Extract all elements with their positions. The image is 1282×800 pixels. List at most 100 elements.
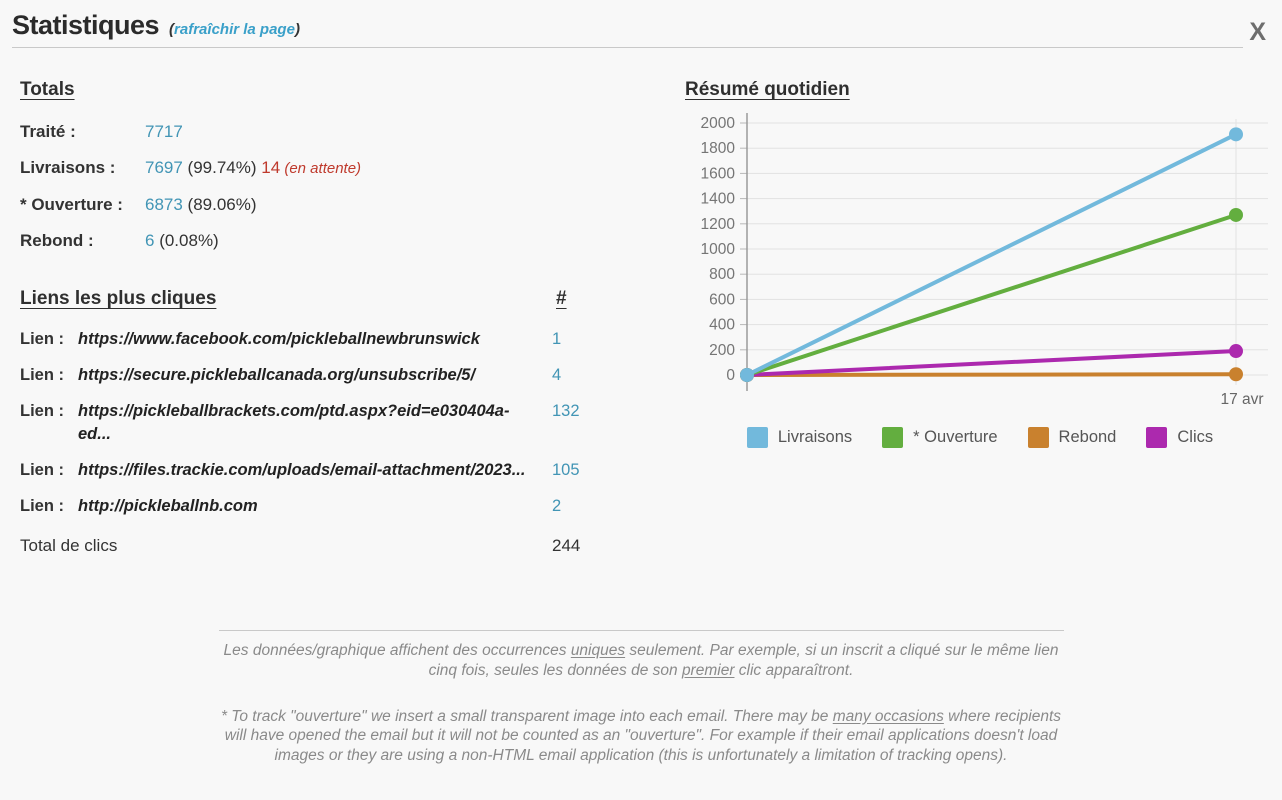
legend-swatch — [746, 427, 768, 448]
total-clicks-value: 244 — [552, 536, 581, 555]
totals-row: Livraisons : 7697 (99.74%) 14 (en attente… — [20, 157, 620, 180]
totals-value-number: 6 — [145, 231, 155, 250]
note-text: * To track "ouverture" we insert a small… — [220, 707, 833, 725]
y-tick-label: 200 — [709, 342, 735, 359]
count-column-header: # — [556, 288, 567, 309]
totals-value-percent: (0.08%) — [154, 231, 219, 250]
link-url[interactable]: https://pickleballbrackets.com/ptd.aspx?… — [78, 402, 510, 443]
legend-swatch — [1027, 427, 1049, 448]
chart-legend: Livraisons * Ouverture Rebond Clics — [685, 427, 1275, 448]
link-url[interactable]: https://secure.pickleballcanada.org/unsu… — [78, 366, 476, 384]
totals-value-percent: (99.74%) — [182, 158, 257, 177]
y-tick-label: 2000 — [701, 115, 736, 132]
link-count: 132 — [552, 402, 580, 420]
totals-section: Totals Traité : 7717 Livraisons : 7697 (99.… — [20, 79, 620, 266]
legend-swatch — [1146, 427, 1168, 448]
link-count: 2 — [552, 497, 562, 515]
link-url[interactable]: http://pickleballnb.com — [78, 497, 258, 515]
totals-pending-note: (en attente) — [280, 160, 362, 177]
link-count: 105 — [552, 461, 580, 479]
daily-summary-section: Résumé quotidien 0 200 400 600 800 1000 1200 14… — [685, 79, 1275, 448]
totals-row-label: Rebond : — [20, 231, 94, 250]
link-row-label: Lien : — [20, 461, 64, 479]
open-tracking-note: * To track "ouverture" we insert a small… — [211, 707, 1071, 766]
note-underlined-term: many occasions — [832, 707, 944, 725]
y-tick-label: 800 — [709, 266, 735, 283]
link-rows: Lien : https://www.facebook.com/picklebal… — [20, 328, 620, 518]
legend-item-clics[interactable]: Clics — [1146, 427, 1213, 448]
legend-item-livraisons[interactable]: Livraisons — [746, 427, 853, 448]
totals-row-label: Livraisons : — [20, 158, 116, 177]
links-heading: Liens les plus cliques — [20, 288, 217, 309]
note-text: where recipients will have opened the em… — [224, 707, 1062, 765]
page-title: Statistiques — [12, 10, 160, 40]
x-tick-label: 17 avr — [1220, 391, 1263, 408]
link-count: 4 — [552, 366, 562, 384]
totals-value-number: 7717 — [145, 122, 183, 141]
series-line — [745, 372, 1238, 377]
note-underlined-term: premier — [681, 661, 735, 679]
top-links-section: Liens les plus cliques # Lien : https://w… — [20, 288, 620, 556]
link-row: Lien : https://pickleballbrackets.com/ptd… — [20, 400, 620, 446]
totals-row-label: Traité : — [20, 122, 76, 141]
totals-rows: Traité : 7717 Livraisons : 7697 (99.74%) 14… — [20, 121, 620, 252]
y-tick-label: 1000 — [701, 241, 736, 258]
y-tick-label: 600 — [709, 291, 735, 308]
totals-row-value: 7717 — [145, 121, 183, 143]
totals-row: Traité : 7717 — [20, 121, 620, 143]
series-point — [740, 368, 754, 382]
link-row-label: Lien : — [20, 366, 64, 384]
legend-label: Rebond — [1058, 428, 1117, 446]
total-clicks-label: Total de clics — [20, 536, 118, 555]
link-row-label: Lien : — [20, 497, 64, 515]
unique-occurrences-note: Les données/graphique affichent des occu… — [219, 641, 1064, 681]
daily-summary-chart: 0 200 400 600 800 1000 1200 1400 1600 1800 2000 17 … — [701, 113, 1268, 408]
note-underlined-term: uniques — [570, 642, 626, 659]
chart-heading: Résumé quotidien — [685, 79, 850, 100]
link-url[interactable]: https://files.trackie.com/uploads/email-… — [78, 461, 526, 479]
total-clicks-row: Total de clics 244 — [20, 536, 620, 556]
totals-row: Rebond : 6 (0.08%) — [20, 230, 620, 252]
footer-notes: Les données/graphique affichent des occu… — [0, 630, 1282, 766]
y-tick-label: 1200 — [701, 216, 736, 233]
close-button[interactable]: X — [1243, 16, 1272, 49]
link-row-label: Lien : — [20, 402, 64, 420]
series-point — [1229, 344, 1243, 359]
link-row: Lien : https://secure.pickleballcanada.or… — [20, 364, 620, 387]
series-line — [745, 132, 1238, 377]
legend-label: * Ouverture — [913, 428, 998, 446]
totals-row-value: 6873 (89.06%) — [145, 194, 257, 216]
series-line — [745, 349, 1238, 377]
link-row: Lien : https://files.trackie.com/uploads/… — [20, 459, 620, 482]
refresh-page-link-wrap: (rafraîchir la page) — [169, 21, 300, 38]
series-point — [1229, 207, 1243, 222]
y-tick-label: 1400 — [701, 191, 736, 208]
legend-label: Clics — [1177, 428, 1214, 446]
link-count: 1 — [552, 330, 562, 348]
link-url[interactable]: https://www.facebook.com/pickleballnewbr… — [78, 330, 480, 348]
y-tick-label: 0 — [726, 367, 735, 384]
link-row-label: Lien : — [20, 330, 64, 348]
totals-value-number: 7697 — [145, 158, 183, 177]
y-tick-label: 400 — [709, 317, 735, 334]
legend-swatch — [882, 427, 904, 448]
note-text: Les données/graphique affichent des occu… — [223, 642, 571, 659]
note-text: clic apparaîtront. — [734, 661, 854, 679]
totals-row: * Ouverture : 6873 (89.06%) — [20, 194, 620, 216]
totals-pending-number: 14 — [256, 158, 281, 177]
note-text: seulement. Par exemple, si un inscrit a … — [428, 642, 1059, 679]
page-header: Statistiques (rafraîchir la page) — [12, 10, 1270, 48]
series-point — [1229, 127, 1243, 142]
legend-item-rebond[interactable]: Rebond — [1027, 427, 1117, 448]
refresh-page-link[interactable]: rafraîchir la page — [174, 21, 295, 38]
series-line — [745, 212, 1238, 377]
totals-row-value: 7697 (99.74%) 14 (en attente) — [145, 157, 361, 180]
legend-label: Livraisons — [777, 428, 853, 446]
totals-value-number: 6873 — [145, 195, 183, 214]
totals-row-label: * Ouverture : — [20, 195, 123, 214]
legend-item-ouverture[interactable]: * Ouverture — [882, 427, 998, 448]
series-point — [1229, 367, 1243, 382]
y-tick-label: 1600 — [701, 165, 736, 182]
totals-value-percent: (89.06%) — [182, 195, 257, 214]
totals-heading: Totals — [20, 79, 75, 100]
